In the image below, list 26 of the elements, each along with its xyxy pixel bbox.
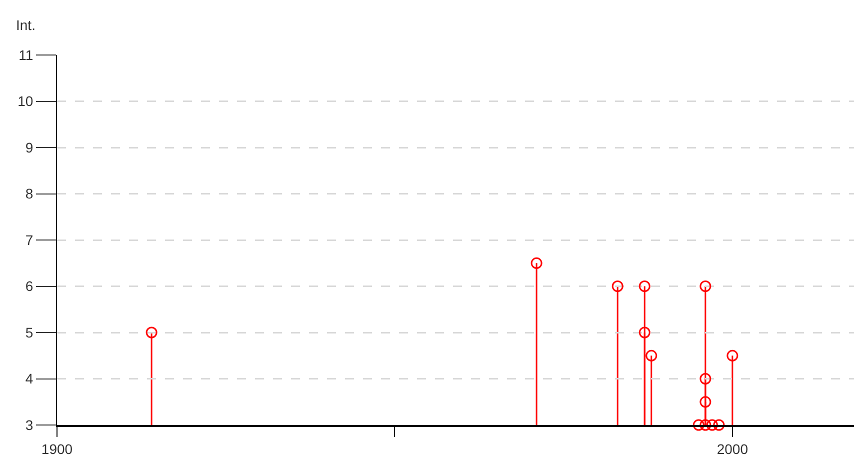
y-tick-label: 7 xyxy=(25,232,34,248)
point xyxy=(726,350,738,362)
y-tick-label: 4 xyxy=(25,370,34,387)
y-tick-label: 8 xyxy=(25,186,34,202)
y-tick-label: 3 xyxy=(25,416,34,433)
x-tick-label: 1900 xyxy=(41,440,73,457)
point xyxy=(638,280,650,292)
y-tick-label: 11 xyxy=(18,46,34,63)
y-tick-label: 9 xyxy=(25,139,34,156)
point xyxy=(638,326,650,338)
point xyxy=(692,419,704,431)
point xyxy=(700,280,712,292)
point xyxy=(700,373,712,384)
x-tick-label: 2000 xyxy=(716,440,748,457)
point xyxy=(706,419,718,431)
y-axis-title: Int. xyxy=(16,17,36,33)
point xyxy=(700,419,712,431)
y-tick-label: 10 xyxy=(18,93,34,110)
point xyxy=(700,396,712,408)
y-tick-label: 6 xyxy=(25,278,34,294)
point xyxy=(646,350,658,362)
y-tick-label: 5 xyxy=(25,324,34,340)
point xyxy=(612,280,624,292)
point xyxy=(713,419,725,431)
point xyxy=(146,326,158,338)
point xyxy=(530,257,542,269)
